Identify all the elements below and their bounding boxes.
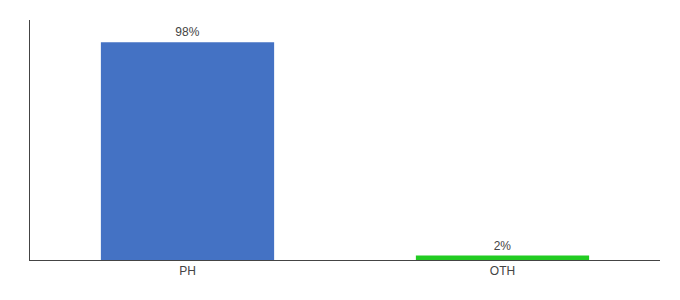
svg-text:2%: 2% — [494, 239, 512, 253]
svg-text:OTH: OTH — [490, 264, 515, 278]
svg-text:PH: PH — [179, 264, 196, 278]
svg-text:98%: 98% — [175, 25, 199, 39]
